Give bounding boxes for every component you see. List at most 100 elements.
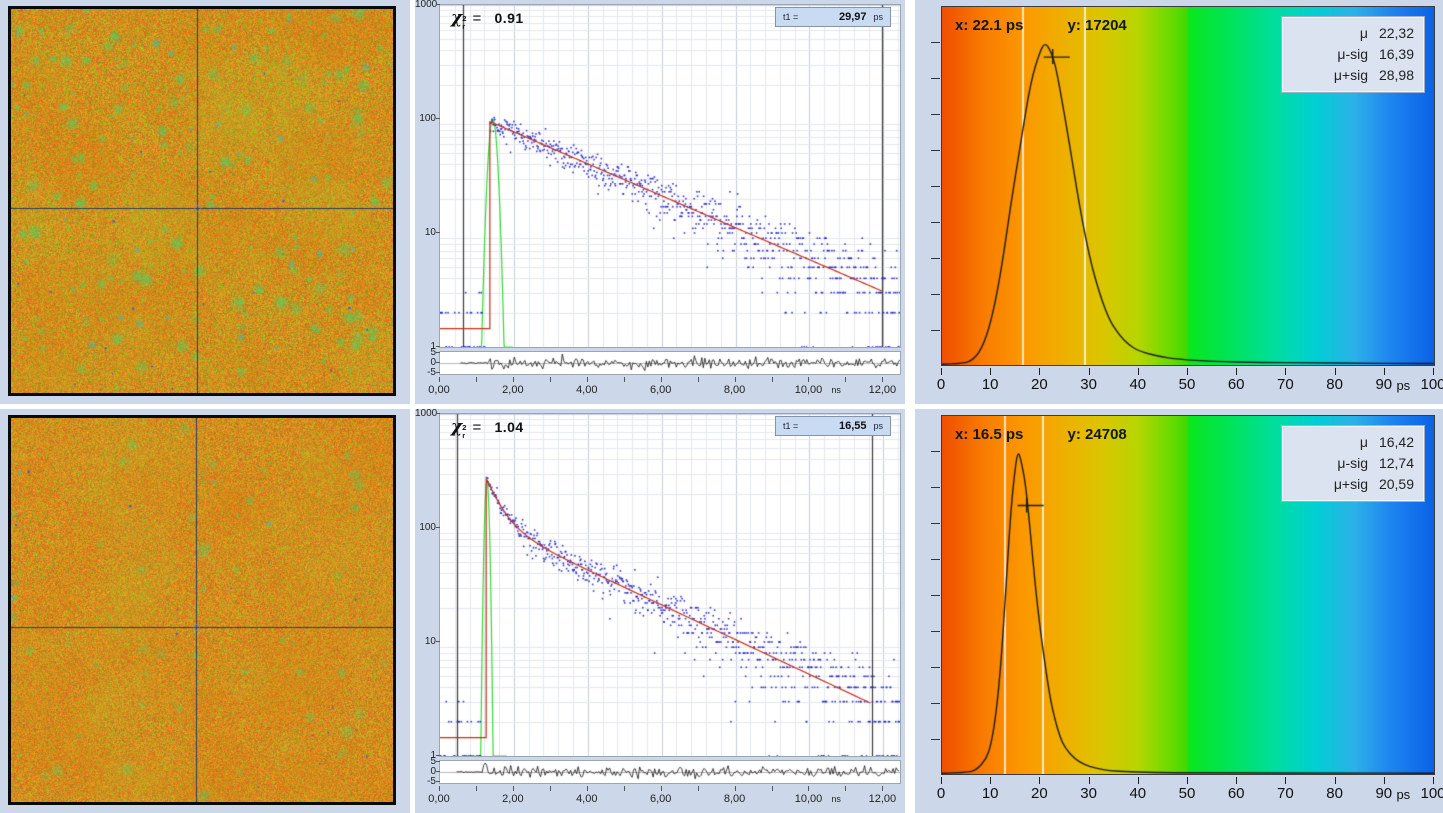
stat-label: μ-sig: [1337, 455, 1368, 471]
histogram-panel-bottom: x: 16.5 ps y: 24708 μ 16,42 μ-sig 12,74 μ+si…: [915, 409, 1443, 813]
histogram-y-ticks: [925, 415, 941, 775]
t1-value: 29,97: [838, 11, 867, 23]
stat-value: 16,39: [1378, 46, 1414, 62]
chi-equals: =: [472, 10, 482, 27]
x-tick-label: 2,00: [502, 384, 524, 396]
histogram-x-label: 50: [1178, 376, 1196, 393]
x-tick-label: 8,00: [723, 384, 746, 396]
flim-image-canvas[interactable]: [11, 418, 393, 802]
x-tick-mark: [734, 377, 736, 382]
stat-value: 12,74: [1378, 455, 1414, 471]
histogram-y-tick: [931, 114, 940, 115]
histogram-x-label: 0: [936, 785, 946, 802]
flim-image-panel-bottom: [0, 409, 410, 813]
histogram-x-tick: [1187, 368, 1188, 375]
residual-tick-label: 5: [430, 756, 436, 767]
x-tick-mark: [734, 786, 736, 791]
statistics-box: μ 22,32 μ-sig 16,39 μ+sig 28,98: [1282, 17, 1424, 92]
histogram-x-tick: [1285, 368, 1287, 375]
histogram-x-label: 100: [1420, 785, 1443, 802]
histogram-y-tick: [931, 330, 940, 331]
histogram-x-axis: 0 10 20 30 40 50 60 70 80 90 100 ps: [915, 777, 1443, 813]
chi-equals: =: [472, 419, 482, 436]
histogram-x-tick: [990, 368, 992, 375]
x-tick-label: 2,00: [502, 793, 524, 805]
t1-unit: ps: [873, 421, 883, 431]
histogram-x-label: 70: [1277, 376, 1294, 393]
y-tick-mark: [436, 346, 440, 347]
histogram-x-tick: [1383, 368, 1385, 375]
histogram-plot-area[interactable]: x: 22.1 ps y: 17204 μ 22,32 μ-sig 16,39 μ+si…: [941, 6, 1435, 366]
y-tick-label: 1: [430, 750, 436, 761]
histogram-x-tick: [1187, 777, 1188, 784]
y-tick-label: 1000: [415, 0, 438, 10]
cursor-y-value: y: 17204: [1067, 17, 1127, 34]
histogram-x-label: 30: [1080, 785, 1097, 802]
chi-square-value: 1.04: [494, 419, 524, 435]
stat-label: μ+sig: [1333, 476, 1368, 492]
y-tick-label: 10: [424, 227, 436, 238]
flim-image-canvas[interactable]: [11, 9, 393, 393]
x-tick-mark: [512, 786, 514, 791]
x-tick-mark: [771, 377, 773, 382]
histogram-x-label: 0: [936, 376, 946, 393]
histogram-x-tick: [1334, 777, 1336, 784]
stat-value: 22,32: [1378, 25, 1414, 41]
stat-row: μ-sig 12,74: [1292, 453, 1414, 474]
histogram-y-ticks: [925, 6, 941, 366]
histogram-x-tick: [1137, 368, 1139, 375]
decay-plot-canvas[interactable]: [439, 4, 901, 348]
t1-value-box[interactable]: t1 = 16,55 ps: [775, 416, 891, 436]
residual-tick-mark: [436, 372, 440, 373]
histogram-x-label: 20: [1031, 785, 1048, 802]
flim-image-frame: [8, 6, 396, 396]
residual-plot-canvas: [439, 351, 901, 375]
x-axis-unit: ns: [831, 794, 841, 804]
y-tick-label: 1: [430, 341, 436, 352]
histogram-x-tick: [1433, 777, 1434, 784]
histogram-x-tick: [1039, 777, 1041, 784]
x-tick-label: 6,00: [649, 793, 672, 805]
x-tick-mark: [660, 786, 662, 791]
x-tick-mark: [845, 786, 847, 791]
histogram-y-tick: [931, 78, 940, 79]
residual-tick-label: -5: [427, 776, 436, 787]
histogram-x-tick: [1137, 777, 1139, 784]
y-tick-mark: [436, 232, 440, 233]
stat-value: 28,98: [1378, 67, 1414, 83]
x-axis-unit: ns: [831, 385, 841, 395]
statistics-box: μ 16,42 μ-sig 12,74 μ+sig 20,59: [1282, 426, 1424, 501]
x-tick-mark: [475, 786, 477, 791]
t1-value-box[interactable]: t1 = 29,97 ps: [775, 7, 891, 27]
histogram-y-tick: [931, 631, 940, 632]
t1-label: t1 =: [783, 421, 799, 431]
histogram-x-tick: [1088, 777, 1090, 784]
histogram-x-tick: [1236, 368, 1238, 375]
y-tick-mark: [436, 641, 440, 642]
histogram-x-label: 60: [1227, 785, 1245, 802]
histogram-plot-area[interactable]: x: 16.5 ps y: 24708 μ 16,42 μ-sig 12,74 μ+si…: [941, 415, 1435, 775]
residual-tick-mark: [436, 771, 440, 772]
histogram-y-tick: [931, 258, 940, 259]
residual-tick-mark: [436, 781, 440, 782]
y-tick-label: 1000: [415, 408, 438, 419]
x-tick-mark: [549, 377, 551, 382]
x-tick-mark: [697, 786, 699, 791]
histogram-x-label: 40: [1129, 785, 1147, 802]
histogram-x-label: 70: [1277, 785, 1294, 802]
decay-plot-canvas[interactable]: [439, 413, 901, 757]
histogram-y-tick: [931, 150, 940, 151]
x-tick-mark: [882, 786, 884, 791]
histogram-y-tick: [931, 739, 940, 740]
decay-x-axis: 0,00 2,00 4,00 6,00 8,00 10,00 12,00 ns: [415, 786, 905, 813]
histogram-panel-top: x: 22.1 ps y: 17204 μ 22,32 μ-sig 16,39 μ+si…: [915, 0, 1443, 404]
x-tick-label: 4,00: [576, 384, 598, 396]
histogram-x-unit: ps: [1396, 378, 1411, 393]
histogram-y-tick: [931, 595, 940, 596]
histogram-y-tick: [931, 42, 940, 43]
chi-subscript: r: [462, 431, 466, 440]
y-tick-label: 100: [419, 113, 436, 124]
histogram-x-tick: [1088, 368, 1090, 375]
histogram-x-tick: [990, 777, 992, 784]
